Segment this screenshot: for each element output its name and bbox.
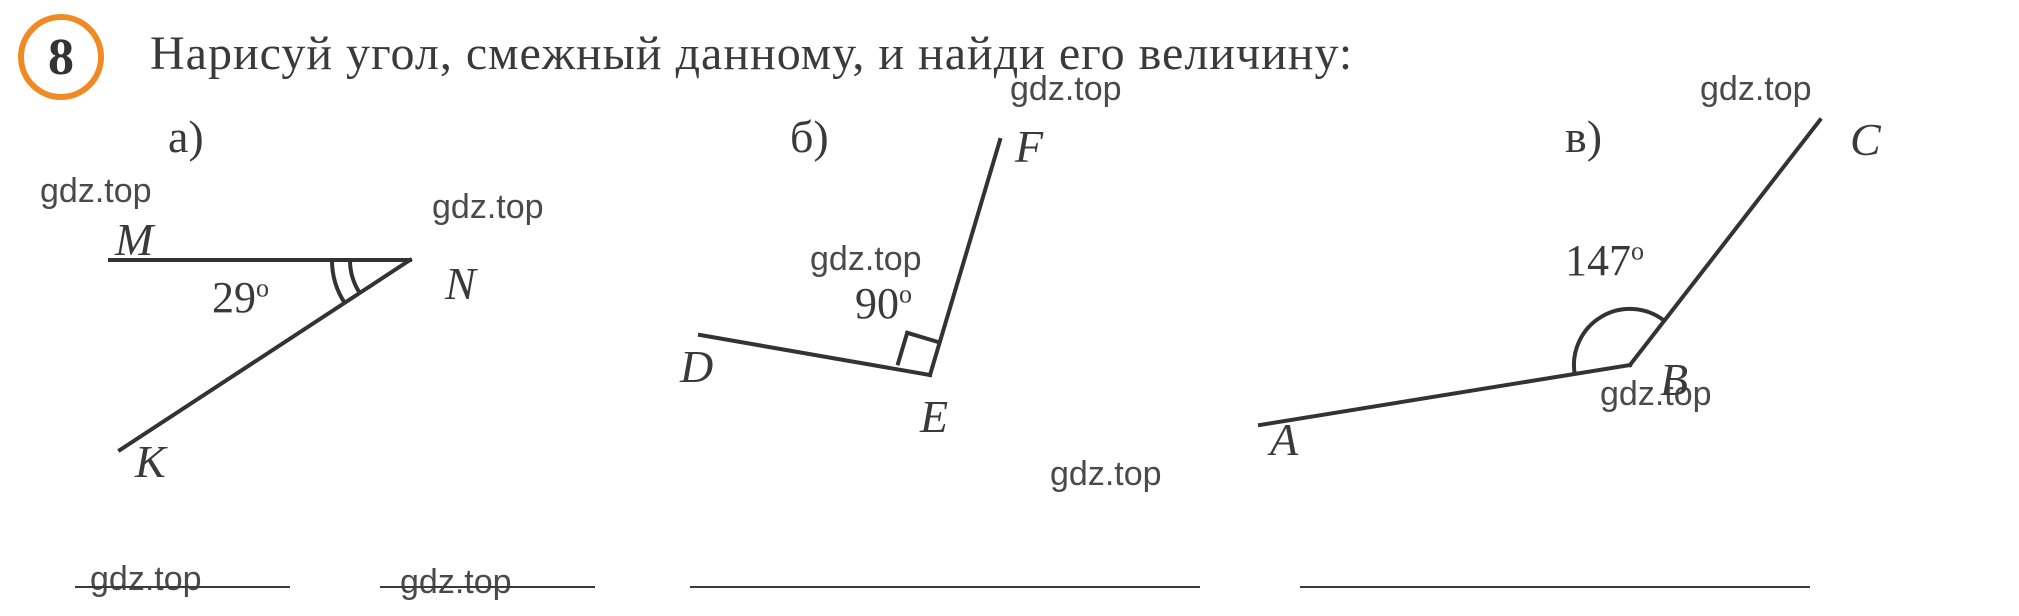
problem-number: 8 bbox=[48, 28, 74, 87]
angle-a-value: 29о bbox=[212, 272, 269, 323]
ray-EF bbox=[930, 140, 1000, 375]
answer-line bbox=[690, 586, 1200, 588]
angle-b-value: 90о bbox=[855, 278, 912, 329]
label-M: M bbox=[115, 213, 153, 266]
label-D: D bbox=[680, 340, 713, 393]
figure-a bbox=[100, 190, 460, 470]
answer-line bbox=[1300, 586, 1810, 588]
angle-c-value: 147о bbox=[1565, 235, 1644, 286]
ray-ED bbox=[700, 335, 930, 375]
watermark: gdz.top bbox=[1700, 70, 1812, 109]
watermark: gdz.top bbox=[400, 563, 512, 602]
angle-c-num: 147 bbox=[1565, 236, 1631, 285]
label-F: F bbox=[1015, 120, 1043, 173]
watermark: gdz.top bbox=[90, 560, 202, 599]
answer-line bbox=[380, 586, 595, 588]
angle-arc-inner bbox=[350, 260, 360, 293]
label-B: B bbox=[1660, 353, 1688, 406]
answer-line bbox=[75, 586, 290, 588]
sub-a-letter: а) bbox=[168, 110, 204, 163]
watermark: gdz.top bbox=[1050, 455, 1162, 494]
label-K: K bbox=[135, 435, 166, 488]
angle-arc-outer bbox=[332, 260, 345, 303]
label-N: N bbox=[445, 257, 476, 310]
problem-badge: 8 bbox=[18, 14, 104, 100]
task-text: Нарисуй угол, смежный данному, и найди е… bbox=[150, 26, 1353, 81]
watermark: gdz.top bbox=[1010, 70, 1122, 109]
label-E: E bbox=[920, 390, 948, 443]
angle-b-num: 90 bbox=[855, 279, 899, 328]
ray-BC bbox=[1630, 120, 1820, 365]
page: 8 Нарисуй угол, смежный данному, и найди… bbox=[0, 0, 2019, 616]
label-C: C bbox=[1850, 113, 1881, 166]
angle-a-num: 29 bbox=[212, 273, 256, 322]
label-A: A bbox=[1270, 413, 1298, 466]
